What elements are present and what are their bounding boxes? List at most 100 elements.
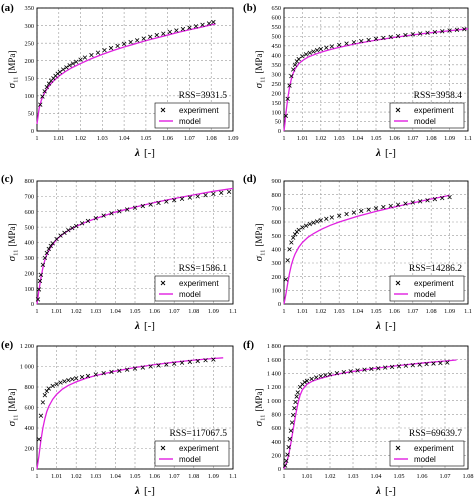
legend-experiment-label: experiment (179, 279, 219, 288)
experiment-point (50, 383, 55, 389)
experiment-point (117, 368, 122, 373)
y-tick-label: 100 (25, 93, 34, 100)
experiment-point (344, 41, 349, 46)
experiment-point (432, 196, 438, 202)
y-axis-symbol: σ (253, 255, 265, 261)
y-axis-label: σ11 [MPa] (253, 51, 267, 89)
experiment-point (200, 22, 205, 28)
chart-panel: (e) 1 1.01 1.02 1.03 1.04 1.05 1.06 1.07 1.08 1.09… (1, 339, 237, 497)
legend-experiment-marker (160, 445, 166, 451)
plot-frame (283, 180, 469, 305)
panel-label: (f) (243, 339, 254, 351)
y-tick-label: 500 (272, 34, 281, 41)
legend-model-label: model (179, 290, 201, 299)
x-tick-label: 1.02 (71, 473, 82, 480)
experiment-point (172, 198, 177, 203)
y-tick-label: 1 200 (267, 384, 281, 391)
experiment-point (42, 255, 48, 261)
experiment-point (115, 43, 120, 49)
experiment-point (70, 377, 75, 382)
y-axis-unit: [MPa] (254, 389, 264, 412)
x-tick-label: 1.03 (90, 473, 101, 480)
experiment-point (438, 360, 443, 366)
experiment-point (148, 364, 153, 369)
legend: experiment model (154, 102, 230, 129)
experiment-point (42, 89, 47, 94)
legend: experiment model (389, 275, 465, 302)
y-tick-label: 600 (272, 425, 281, 432)
x-tick-label: 1.1 (229, 308, 237, 315)
x-axis-label: λ [-] (134, 485, 155, 497)
experiment-point (124, 367, 130, 372)
experiment-point (85, 218, 91, 224)
experiment-point (109, 211, 114, 216)
experiment-point (44, 250, 49, 256)
x-tick-label: 1.01 (297, 308, 308, 315)
x-tick-label: 1.06 (389, 135, 400, 142)
experiment-point (211, 191, 216, 197)
legend-box (389, 275, 465, 302)
experiment-point (117, 209, 122, 214)
x-tick-label: 1.1 (464, 308, 472, 315)
experiment-point (447, 194, 452, 200)
experiment-point (287, 247, 292, 252)
x-tick-label: 1.02 (315, 135, 326, 142)
x-tick-label: 1.05 (393, 473, 404, 480)
experiment-point (300, 54, 305, 59)
experiment-point (396, 364, 402, 369)
x-tick-label: 1.07 (439, 473, 450, 480)
experiment-point (373, 206, 379, 211)
y-tick-label: 700 (25, 194, 34, 201)
y-axis-symbol: σ (253, 420, 265, 426)
x-tick-label: 1.1 (229, 473, 237, 480)
experiment-point (101, 213, 106, 218)
y-tick-label: 500 (272, 233, 281, 240)
panel-label: (c) (1, 173, 14, 185)
y-axis-unit: [MPa] (254, 51, 264, 74)
experiment-point (395, 33, 401, 39)
y-tick-label: 200 (272, 453, 281, 460)
experiment-point (318, 46, 323, 52)
experiment-point (195, 358, 200, 364)
x-tick-label: 1.07 (407, 135, 418, 142)
experiment-point (148, 202, 153, 207)
experiment-point (388, 34, 393, 40)
experiment-point (296, 227, 301, 233)
experiment-point (318, 218, 323, 223)
experiment-point (355, 368, 360, 373)
x-tick-label: 1 (35, 308, 38, 315)
y-tick-label: 250 (25, 40, 34, 47)
y-axis-subscript: 11 (260, 77, 267, 83)
experiment-point (425, 30, 430, 35)
y-tick-label: 500 (25, 224, 34, 231)
experiment-point (291, 67, 296, 72)
experiment-point (410, 32, 415, 37)
experiment-point (440, 195, 445, 201)
y-tick-label: 400 (272, 53, 281, 60)
y-tick-label: 600 (272, 15, 281, 22)
experiment-point (140, 365, 146, 370)
experiment-point (74, 376, 79, 381)
experiment-point (40, 400, 46, 405)
x-tick-label: 1 (282, 135, 285, 142)
y-axis-subscript: 11 (260, 250, 267, 256)
experiment-point (60, 67, 66, 72)
y-tick-label: 200 (272, 274, 281, 281)
x-tick-label: 1.09 (444, 308, 455, 315)
experiment-point (440, 29, 445, 34)
experiment-point (211, 19, 216, 25)
experiment-point (46, 386, 51, 391)
experiment-point (66, 228, 71, 233)
experiment-point (85, 373, 91, 379)
experiment-point (203, 192, 208, 198)
panel-label: (a) (1, 2, 14, 14)
experiment-point (54, 381, 59, 387)
experiment-point (109, 369, 114, 375)
experiment-point (108, 45, 114, 51)
experiment-point (289, 240, 294, 245)
y-tick-label: 600 (25, 405, 34, 412)
legend-experiment-label: experiment (414, 106, 454, 115)
y-tick-label: 600 (25, 209, 34, 216)
x-tick-label: 1.07 (169, 473, 180, 480)
